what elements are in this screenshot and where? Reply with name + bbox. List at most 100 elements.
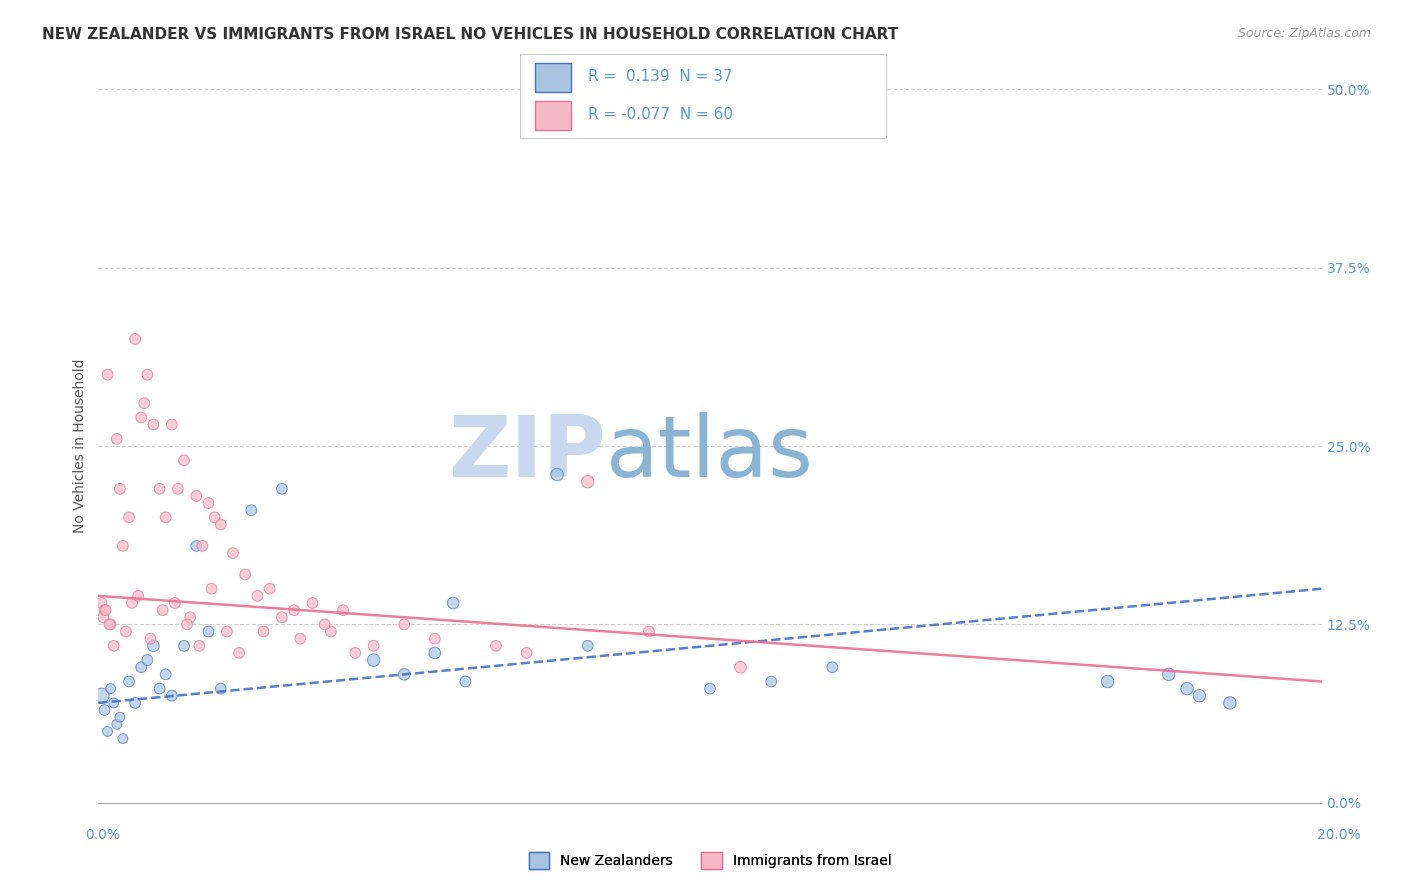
- Point: [93, 603, 115, 617]
- Point: [124, 332, 146, 346]
- Text: Source: ZipAtlas.com: Source: ZipAtlas.com: [1237, 27, 1371, 40]
- Point: [301, 596, 323, 610]
- Point: [108, 710, 131, 724]
- Point: [344, 646, 367, 660]
- Point: [546, 467, 568, 482]
- Point: [124, 696, 146, 710]
- Point: [209, 681, 232, 696]
- Point: [1097, 674, 1119, 689]
- Point: [454, 674, 477, 689]
- Text: ZIP: ZIP: [449, 411, 606, 495]
- Point: [98, 617, 121, 632]
- Point: [103, 639, 125, 653]
- Text: 0.0%: 0.0%: [86, 828, 120, 842]
- Point: [423, 632, 446, 646]
- Point: [637, 624, 661, 639]
- Point: [186, 539, 208, 553]
- Point: [252, 624, 274, 639]
- Point: [228, 646, 250, 660]
- Text: 20.0%: 20.0%: [1316, 828, 1361, 842]
- Point: [105, 717, 128, 731]
- Point: [576, 475, 599, 489]
- Point: [240, 503, 263, 517]
- Point: [134, 396, 156, 410]
- Point: [246, 589, 269, 603]
- Point: [730, 660, 752, 674]
- Point: [103, 696, 125, 710]
- Point: [94, 603, 117, 617]
- Point: [392, 617, 416, 632]
- Point: [90, 689, 112, 703]
- Point: [136, 368, 159, 382]
- Point: [233, 567, 256, 582]
- Point: [215, 624, 238, 639]
- Point: [115, 624, 138, 639]
- Point: [149, 482, 172, 496]
- FancyBboxPatch shape: [534, 101, 571, 130]
- Point: [259, 582, 281, 596]
- Point: [121, 596, 143, 610]
- Point: [160, 417, 183, 432]
- Point: [108, 482, 131, 496]
- Text: NEW ZEALANDER VS IMMIGRANTS FROM ISRAEL NO VEHICLES IN HOUSEHOLD CORRELATION CHA: NEW ZEALANDER VS IMMIGRANTS FROM ISRAEL …: [42, 27, 898, 42]
- Point: [118, 674, 141, 689]
- Point: [129, 660, 152, 674]
- Point: [160, 689, 183, 703]
- Point: [139, 632, 162, 646]
- Point: [821, 660, 844, 674]
- Point: [197, 624, 219, 639]
- Point: [118, 510, 141, 524]
- Point: [1219, 696, 1241, 710]
- Point: [191, 539, 214, 553]
- Point: [197, 496, 219, 510]
- Point: [314, 617, 336, 632]
- Point: [97, 368, 120, 382]
- Legend: New Zealanders, Immigrants from Israel: New Zealanders, Immigrants from Israel: [523, 847, 897, 874]
- Point: [270, 610, 294, 624]
- Point: [270, 482, 294, 496]
- Point: [1157, 667, 1180, 681]
- Point: [155, 667, 177, 681]
- Point: [105, 432, 128, 446]
- Point: [97, 724, 120, 739]
- Point: [332, 603, 354, 617]
- Point: [319, 624, 342, 639]
- Point: [149, 681, 172, 696]
- Point: [111, 731, 134, 746]
- Point: [200, 582, 222, 596]
- Point: [699, 681, 721, 696]
- Point: [155, 510, 177, 524]
- Point: [111, 539, 134, 553]
- FancyBboxPatch shape: [534, 62, 571, 92]
- Text: R =  0.139  N = 37: R = 0.139 N = 37: [588, 69, 733, 84]
- Point: [1175, 681, 1198, 696]
- Point: [222, 546, 245, 560]
- Point: [91, 610, 114, 624]
- Point: [485, 639, 508, 653]
- Point: [176, 617, 198, 632]
- Point: [173, 639, 195, 653]
- Point: [142, 417, 165, 432]
- Point: [363, 639, 385, 653]
- Point: [423, 646, 446, 660]
- Point: [441, 596, 464, 610]
- Point: [1188, 689, 1211, 703]
- Point: [142, 639, 165, 653]
- Point: [90, 596, 112, 610]
- Text: R = -0.077  N = 60: R = -0.077 N = 60: [588, 107, 733, 122]
- Point: [93, 703, 115, 717]
- Point: [129, 410, 152, 425]
- Point: [136, 653, 159, 667]
- Point: [363, 653, 385, 667]
- Point: [173, 453, 195, 467]
- Point: [127, 589, 149, 603]
- Point: [100, 681, 122, 696]
- Point: [188, 639, 211, 653]
- Point: [209, 517, 232, 532]
- Point: [167, 482, 190, 496]
- Y-axis label: No Vehicles in Household: No Vehicles in Household: [73, 359, 87, 533]
- Point: [179, 610, 201, 624]
- Point: [516, 646, 538, 660]
- Point: [186, 489, 208, 503]
- Point: [761, 674, 783, 689]
